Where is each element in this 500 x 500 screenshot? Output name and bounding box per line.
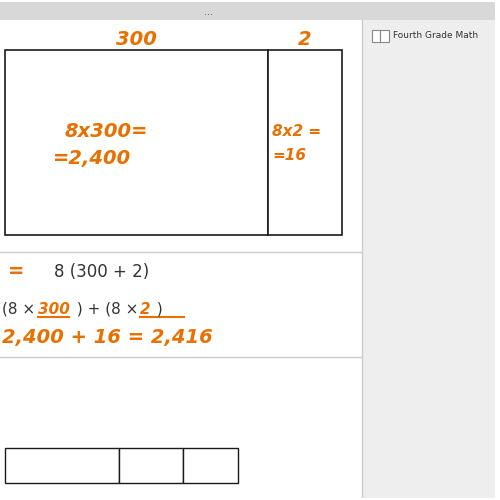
Text: 8x2 =: 8x2 = bbox=[272, 124, 322, 138]
Bar bbox=[362, 20, 496, 498]
Text: =2,400: =2,400 bbox=[52, 150, 131, 169]
Text: =: = bbox=[8, 262, 24, 281]
Bar bbox=[5, 448, 119, 483]
Text: ) + (8 ×: ) + (8 × bbox=[72, 302, 144, 317]
Bar bbox=[268, 50, 342, 235]
Text: 2,400 + 16 = 2,416: 2,400 + 16 = 2,416 bbox=[2, 328, 212, 346]
Bar bbox=[380, 30, 390, 42]
Text: 300: 300 bbox=[116, 30, 156, 50]
Text: 8 (300 + 2): 8 (300 + 2) bbox=[54, 263, 150, 281]
Text: 2: 2 bbox=[298, 30, 312, 50]
Bar bbox=[0, 20, 362, 498]
Bar bbox=[119, 448, 184, 483]
Text: (8 ×: (8 × bbox=[2, 302, 40, 317]
Text: =16: =16 bbox=[272, 148, 306, 164]
Text: ): ) bbox=[152, 302, 162, 317]
Text: 8x300=: 8x300= bbox=[64, 122, 148, 141]
Bar bbox=[184, 448, 238, 483]
Text: 300: 300 bbox=[38, 302, 70, 317]
Text: ...: ... bbox=[204, 7, 212, 17]
Text: Fourth Grade Math: Fourth Grade Math bbox=[394, 32, 478, 40]
Bar bbox=[0, 2, 496, 20]
Bar bbox=[5, 50, 268, 235]
Bar bbox=[372, 30, 380, 42]
Text: 2: 2 bbox=[140, 302, 150, 317]
